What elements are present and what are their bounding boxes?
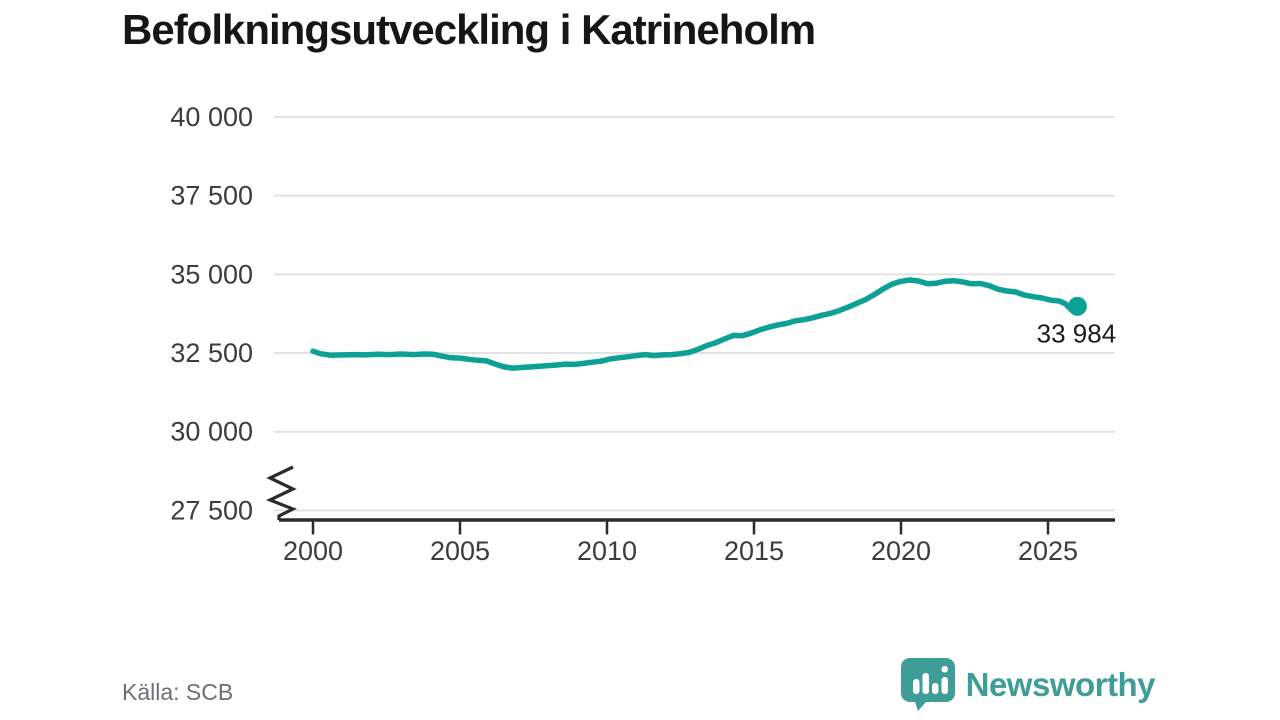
chart-footer: Källa: SCB Newsworthy xyxy=(0,657,1280,720)
end-value-label: 33 984 xyxy=(1037,318,1117,348)
y-tick-label: 30 000 xyxy=(170,417,253,447)
y-axis-break-zigzag xyxy=(265,465,297,520)
x-tick-label: 2020 xyxy=(871,536,931,566)
source-note: Källa: SCB xyxy=(122,679,234,705)
x-tick-label: 2005 xyxy=(430,536,490,566)
y-tick-label: 35 000 xyxy=(170,259,253,289)
y-tick-label: 27 500 xyxy=(170,495,253,525)
x-tick-label: 2015 xyxy=(724,536,784,566)
population-line xyxy=(310,277,1081,371)
brand-name: Newsworthy xyxy=(965,665,1156,703)
x-tick-label: 2000 xyxy=(283,536,343,566)
newsworthy-logo: Newsworthy xyxy=(900,657,1156,712)
x-tick-label: 2025 xyxy=(1018,536,1078,566)
y-tick-label: 32 500 xyxy=(170,338,253,368)
newsworthy-bubble-chart-icon xyxy=(900,658,955,711)
page-title: Befolkningsutveckling i Katrineholm xyxy=(122,6,816,53)
y-tick-label: 40 000 xyxy=(170,102,253,132)
y-tick-label: 37 500 xyxy=(170,181,253,211)
x-tick-label: 2010 xyxy=(577,536,637,566)
end-point-dot xyxy=(1067,296,1087,316)
